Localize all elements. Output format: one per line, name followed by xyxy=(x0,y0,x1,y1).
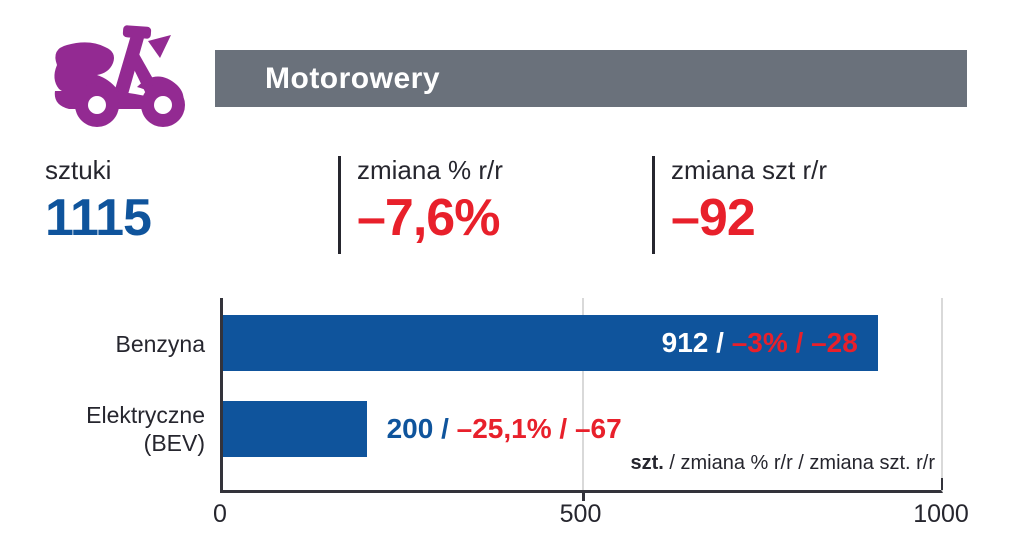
category-label-line: Elektryczne xyxy=(86,402,205,428)
x-tick-0: 0 xyxy=(213,500,227,528)
x-tick-500: 500 xyxy=(559,500,602,528)
bar-benzyna-value-label: 912 / –3% / –28 xyxy=(662,315,858,371)
legend-bold-part: szt. xyxy=(630,452,664,474)
title-banner: Motorowery xyxy=(215,50,967,107)
bar-elektryczne-value-label: 200 / –25,1% / –67 xyxy=(387,401,622,457)
stat-change-percent: zmiana % r/r –7,6% xyxy=(357,153,503,248)
bar-change-text: –25,1% / –67 xyxy=(456,413,622,444)
bar-value-text: 200 / xyxy=(386,413,457,444)
stat-divider xyxy=(338,156,341,254)
scooter-icon xyxy=(45,5,195,130)
x-tick-1000: 1000 xyxy=(913,500,969,528)
gridline-500 xyxy=(582,298,584,490)
stat-divider xyxy=(652,156,655,254)
stat-change-units: zmiana szt r/r –92 xyxy=(671,153,827,248)
bar-change-text: –3% / –28 xyxy=(731,327,858,358)
x-axis: 0 500 1000 xyxy=(213,500,969,530)
chart-legend: szt. / zmiana % r/r / zmiana szt. r/r xyxy=(630,452,935,474)
axis-endcap-1000 xyxy=(941,478,943,490)
bar-elektryczne xyxy=(223,401,367,457)
stat-units-value: 1115 xyxy=(45,189,152,247)
category-label-line: (BEV) xyxy=(143,430,205,456)
stat-change-percent-label: zmiana % r/r xyxy=(357,155,503,185)
stat-change-units-value: –92 xyxy=(671,189,756,247)
category-label-benzyna: Benzyna xyxy=(20,330,205,358)
category-label-line: Benzyna xyxy=(115,331,205,357)
stat-change-percent-value: –7,6% xyxy=(357,189,500,247)
bar-value-text: 912 / xyxy=(661,327,732,358)
category-label-elektryczne: Elektryczne (BEV) xyxy=(20,401,205,457)
page-title: Motorowery xyxy=(265,61,441,95)
axis-tick-500 xyxy=(582,490,585,501)
bar-benzyna: 912 / –3% / –28 xyxy=(223,315,878,371)
stat-units: sztuki 1115 xyxy=(45,153,152,248)
stat-change-units-label: zmiana szt r/r xyxy=(671,155,828,185)
legend-rest-part: / zmiana % r/r / zmiana szt. r/r xyxy=(663,452,935,474)
bar-chart-plot-area: 912 / –3% / –28 200 / –25,1% / –67 szt. … xyxy=(220,298,943,501)
stat-units-label: sztuki xyxy=(45,155,112,185)
